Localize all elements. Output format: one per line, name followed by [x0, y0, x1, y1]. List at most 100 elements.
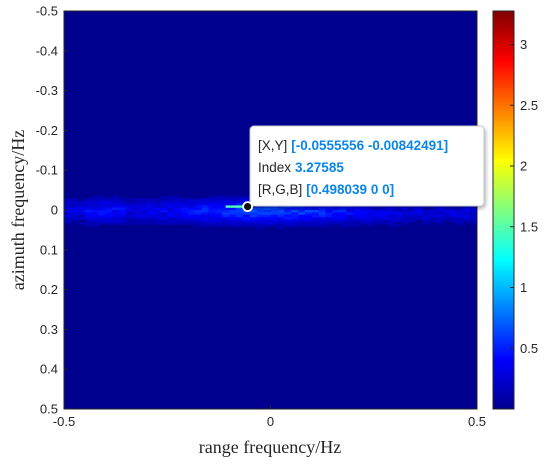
heat-cell	[318, 207, 326, 211]
heat-cell	[229, 198, 237, 201]
heat-cell	[174, 217, 182, 220]
heat-cell	[64, 210, 72, 213]
datatip-marker[interactable]	[242, 201, 254, 213]
heat-cell	[119, 200, 127, 204]
heat-cell	[201, 212, 209, 216]
heat-cell	[421, 210, 430, 213]
heat-cell	[215, 200, 223, 204]
heat-cell	[401, 217, 409, 220]
heat-cell	[236, 210, 244, 213]
heat-cell	[387, 217, 395, 220]
heat-cell	[353, 205, 361, 208]
heat-cell	[394, 207, 402, 211]
heat-cell	[181, 202, 189, 206]
heat-cell	[77, 221, 85, 225]
y-tick-label: -0.3	[36, 83, 58, 98]
heat-cell	[222, 210, 230, 213]
heat-cell	[318, 214, 326, 218]
heat-cell	[249, 214, 258, 218]
heat-cell	[325, 212, 333, 216]
heat-cell	[435, 217, 443, 220]
heat-cell	[380, 207, 388, 211]
heat-cell	[174, 205, 182, 208]
heat-cell	[359, 212, 368, 216]
heat-cell	[105, 198, 113, 201]
heat-cell	[373, 217, 381, 220]
heat-cell	[194, 202, 202, 206]
datatip-rgb-row: [R,G,B] [0.498039 0 0]	[258, 182, 394, 197]
heat-cell	[311, 212, 319, 216]
heat-cell	[125, 205, 134, 208]
heat-cell	[194, 224, 202, 228]
heat-cell	[84, 212, 92, 216]
heat-cell	[456, 219, 464, 223]
heat-cell	[359, 207, 368, 211]
x-tick-label: 0	[267, 414, 274, 429]
heat-cell	[236, 207, 244, 211]
heat-cell	[415, 214, 423, 218]
heat-cell	[408, 214, 416, 218]
heat-cell	[366, 217, 375, 220]
datatip-xy-value: [-0.0555556 -0.00842491]	[291, 138, 448, 153]
heat-cell	[408, 219, 416, 223]
heat-cell	[325, 205, 333, 208]
heat-cell	[125, 221, 134, 225]
heat-cell	[187, 221, 196, 225]
heat-cell	[353, 210, 361, 213]
heat-cell	[470, 219, 477, 223]
heat-cell	[435, 207, 443, 211]
heat-cell	[229, 212, 237, 216]
heat-cell	[242, 212, 251, 216]
heat-cell	[298, 224, 306, 228]
heat-cell	[194, 219, 202, 223]
heat-cell	[160, 200, 168, 204]
heat-cell	[415, 207, 423, 211]
heat-cell	[456, 210, 464, 213]
heat-cell	[98, 214, 106, 218]
colorbar-axis: 0.5 1 1.5 2 2.5 3	[510, 37, 538, 356]
heat-cell	[318, 219, 326, 223]
heat-cell	[119, 219, 127, 223]
datatip-xy-row: [X,Y] [-0.0555556 -0.00842491]	[258, 138, 448, 153]
heat-cell	[380, 221, 388, 225]
heat-cell	[380, 219, 388, 223]
heat-cell	[263, 205, 271, 208]
heat-cell	[346, 219, 354, 223]
heat-cell	[387, 219, 395, 223]
heat-cell	[174, 212, 182, 216]
heat-cell	[132, 212, 141, 216]
heat-cell	[456, 221, 464, 225]
heat-cell	[428, 219, 436, 223]
heat-cell	[304, 207, 313, 211]
heat-cell	[442, 205, 450, 208]
heat-cell	[284, 217, 292, 220]
heat-cell	[332, 205, 340, 208]
heat-cell	[208, 217, 216, 220]
y-tick-label: 0	[51, 203, 58, 218]
heat-cell	[132, 200, 141, 204]
heat-cell	[242, 195, 251, 199]
datatip[interactable]: [X,Y] [-0.0555556 -0.00842491] Index 3.275…	[247, 125, 485, 207]
heat-cell	[456, 214, 464, 218]
heat-cell	[463, 205, 471, 208]
heat-cell	[366, 214, 375, 218]
heat-cell	[112, 219, 120, 223]
heat-cell	[270, 221, 278, 225]
heat-cell	[112, 214, 120, 218]
heat-cell	[325, 221, 333, 225]
heat-cell	[215, 205, 223, 208]
heat-cell	[284, 219, 292, 223]
heat-cell	[298, 221, 306, 225]
heat-cell	[64, 202, 72, 206]
heat-cell	[311, 217, 319, 220]
heat-cell	[139, 207, 147, 211]
heat-cell	[222, 207, 230, 211]
heat-cell	[263, 207, 271, 211]
heat-cell	[187, 200, 196, 204]
heat-cell	[325, 224, 333, 228]
heat-cell	[291, 212, 299, 216]
heat-cell	[353, 217, 361, 220]
heat-cell	[339, 214, 347, 218]
heat-cell	[208, 198, 216, 201]
heat-cell	[346, 210, 354, 213]
